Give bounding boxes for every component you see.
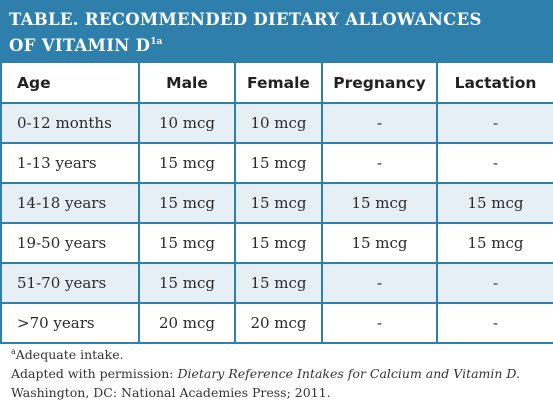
cell-female: 10 mcg [234, 102, 323, 144]
cell-male: 15 mcg [138, 142, 236, 184]
cell-age: 1-13 years [0, 142, 140, 184]
vitamin-d-rda-table: Age Male Female Pregnancy Lactation 0-12… [0, 63, 553, 344]
table-row: 1-13 years 15 mcg 15 mcg - - [0, 142, 553, 184]
footnote-adequate-intake: aAdequate intake. [11, 342, 546, 364]
footnote-text: Adequate intake. [15, 347, 124, 362]
cell-female: 20 mcg [234, 302, 323, 344]
header-male: Male [138, 63, 236, 104]
table-row: 51-70 years 15 mcg 15 mcg - - [0, 262, 553, 304]
cell-age: >70 years [0, 302, 140, 344]
cell-female: 15 mcg [234, 182, 323, 224]
cell-pregnancy: 15 mcg [321, 182, 438, 224]
table-title-superscript: 1a [150, 37, 163, 47]
table-title-line2-text: OF VITAMIN D [9, 36, 151, 55]
source-prefix: Adapted with permission: [11, 366, 178, 381]
table-header-row: Age Male Female Pregnancy Lactation [0, 63, 553, 104]
header-female: Female [234, 63, 323, 104]
table-title-line1: TABLE. RECOMMENDED DIETARY ALLOWANCES [9, 10, 482, 29]
cell-lactation: - [436, 102, 553, 144]
cell-male: 15 mcg [138, 182, 236, 224]
source-title: Dietary Reference Intakes for Calcium an… [177, 366, 520, 381]
cell-lactation: - [436, 262, 553, 304]
footnote-source-publisher: Washington, DC: National Academies Press… [11, 385, 331, 400]
cell-age: 14-18 years [0, 182, 140, 224]
footnote-marker: a [11, 347, 16, 356]
cell-male: 15 mcg [138, 262, 236, 304]
cell-male: 15 mcg [138, 222, 236, 264]
cell-lactation: 15 mcg [436, 182, 553, 224]
table-row: >70 years 20 mcg 20 mcg - - [0, 302, 553, 344]
cell-female: 15 mcg [234, 262, 323, 304]
cell-female: 15 mcg [234, 142, 323, 184]
table-title: TABLE. RECOMMENDED DIETARY ALLOWANCES OF… [0, 0, 553, 63]
table-footnotes: aAdequate intake. Adapted with permissio… [11, 342, 546, 402]
header-age: Age [0, 63, 140, 104]
table-title-line2: OF VITAMIN D1a [9, 31, 553, 57]
header-pregnancy: Pregnancy [321, 63, 438, 104]
cell-lactation: 15 mcg [436, 222, 553, 264]
cell-male: 20 mcg [138, 302, 236, 344]
cell-pregnancy: - [321, 102, 438, 144]
header-lactation: Lactation [436, 63, 553, 104]
cell-pregnancy: 15 mcg [321, 222, 438, 264]
table-row: 19-50 years 15 mcg 15 mcg 15 mcg 15 mcg [0, 222, 553, 264]
cell-age: 0-12 months [0, 102, 140, 144]
cell-lactation: - [436, 302, 553, 344]
cell-male: 10 mcg [138, 102, 236, 144]
footnote-source: Adapted with permission: Dietary Referen… [11, 364, 546, 383]
table-row: 0-12 months 10 mcg 10 mcg - - [0, 102, 553, 144]
cell-pregnancy: - [321, 262, 438, 304]
cell-pregnancy: - [321, 142, 438, 184]
table-row: 14-18 years 15 mcg 15 mcg 15 mcg 15 mcg [0, 182, 553, 224]
cell-age: 19-50 years [0, 222, 140, 264]
cell-female: 15 mcg [234, 222, 323, 264]
cell-lactation: - [436, 142, 553, 184]
cell-pregnancy: - [321, 302, 438, 344]
cell-age: 51-70 years [0, 262, 140, 304]
